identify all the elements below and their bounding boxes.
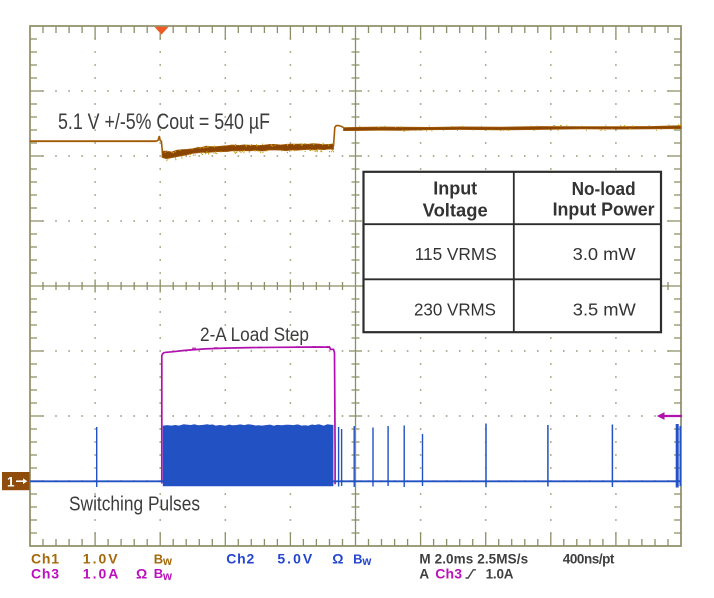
svg-text:1: 1 <box>7 475 15 490</box>
svg-text:B: B <box>154 551 163 566</box>
svg-text:230 VRMS: 230 VRMS <box>414 300 496 320</box>
svg-text:1.0V: 1.0V <box>83 551 120 567</box>
svg-text:A: A <box>419 567 429 582</box>
svg-text:5.0V: 5.0V <box>277 551 314 567</box>
svg-text:2-A Load Step: 2-A Load Step <box>200 325 309 346</box>
svg-text:3.0 mW: 3.0 mW <box>573 244 636 264</box>
svg-text:Switching Pulses: Switching Pulses <box>69 494 200 516</box>
svg-text:Input: Input <box>433 178 477 198</box>
svg-text:Ch3: Ch3 <box>31 566 60 582</box>
svg-text:Input Power: Input Power <box>553 200 655 220</box>
svg-text:B: B <box>353 551 362 566</box>
svg-text:Ω: Ω <box>136 566 147 582</box>
svg-text:w: w <box>361 556 371 568</box>
svg-text:Ch1: Ch1 <box>31 551 60 567</box>
svg-text:1.0A: 1.0A <box>83 566 121 582</box>
svg-text:115 VRMS: 115 VRMS <box>415 244 497 264</box>
svg-text:3.5 mW: 3.5 mW <box>573 300 636 320</box>
svg-text:No-load: No-load <box>572 179 636 199</box>
svg-text:Ch3: Ch3 <box>435 566 462 582</box>
svg-text:Voltage: Voltage <box>423 200 488 220</box>
svg-text:w: w <box>162 571 172 583</box>
svg-text:400ns/pt: 400ns/pt <box>563 552 615 567</box>
svg-text:5.1 V +/-5% Cout = 540 µF: 5.1 V +/-5% Cout = 540 µF <box>58 109 270 134</box>
svg-text:1.0A: 1.0A <box>486 567 514 582</box>
svg-text:B: B <box>154 566 163 581</box>
svg-text:M 2.0ms 2.5MS/s: M 2.0ms 2.5MS/s <box>419 552 528 567</box>
svg-text:w: w <box>162 556 172 568</box>
svg-text:Ω: Ω <box>332 551 343 567</box>
svg-text:Ch2: Ch2 <box>226 551 255 567</box>
